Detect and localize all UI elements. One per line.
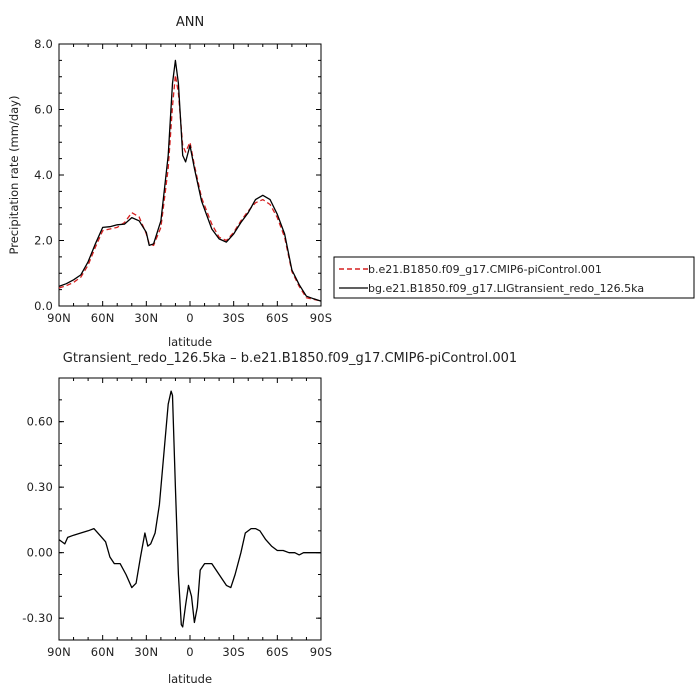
x-tick-label: 30N [134,645,158,659]
x-tick-label: 60N [91,311,115,325]
top-chart-title: ANN [176,15,204,30]
x-tick-label: 90N [47,311,71,325]
top-chart-ticks: 90N 60N 30N 0 30S 60S 90S 0.0 2.0 4.0 6.0 8.0 [34,37,332,325]
x-tick-label: 0 [186,311,194,325]
bottom-chart-series [58,390,321,628]
bottom-chart-x-axis-label: latitude [168,672,212,686]
x-tick-label: 30S [222,645,245,659]
series-line-0-0 [58,74,322,302]
x-tick-label: 60S [266,311,289,325]
series-line-0-1 [58,59,322,302]
bottom-chart-panel: Gtransient_redo_126.5ka – b.e21.B1850.f0… [22,351,517,686]
top-chart-y-axis-label: Precipitation rate (mm/day) [7,96,21,255]
series-line-1-0 [58,390,321,628]
x-tick-label: 90S [310,645,333,659]
legend-label-ligtransient: bg.e21.B1850.f09_g17.LIGtransient_redo_1… [368,282,644,295]
legend-label-picontrol: b.e21.B1850.f09_g17.CMIP6-piControl.001 [368,263,602,276]
top-chart-series [58,59,322,302]
y-tick-label: 8.0 [34,37,53,51]
chart-legend: b.e21.B1850.f09_g17.CMIP6-piControl.001 … [333,256,695,299]
x-tick-label: 90N [47,645,71,659]
bottom-chart-title: Gtransient_redo_126.5ka – b.e21.B1850.f0… [63,351,517,366]
x-tick-label: 30S [222,311,245,325]
y-tick-label: 0.0 [34,299,53,313]
y-tick-label: 4.0 [34,168,53,182]
x-tick-label: 60N [91,645,115,659]
top-chart-panel: ANN 90N 60N 30N 0 30S 60S 90S 0.0 2.0 4.0 6.0 8.0 l… [7,15,332,349]
y-tick-label: 6.0 [34,103,53,117]
top-chart-x-axis-label: latitude [168,335,212,349]
legend-box [333,256,695,299]
y-tick-label: 2.0 [34,234,53,248]
x-tick-label: 60S [266,645,289,659]
x-tick-label: 90S [310,311,333,325]
x-tick-label: 30N [134,311,158,325]
x-tick-label: 0 [186,645,194,659]
bottom-chart-ticks: 90N 60N 30N 0 30S 60S 90S -0.30 0.00 0.30 0.60 [22,377,333,659]
bottom-chart-plot-frame [58,377,322,641]
y-tick-label: 0.00 [27,546,53,560]
y-tick-label: 0.60 [27,415,53,429]
y-tick-label: 0.30 [27,480,53,494]
top-chart-plot-frame [58,43,322,307]
y-tick-label: -0.30 [22,611,53,625]
